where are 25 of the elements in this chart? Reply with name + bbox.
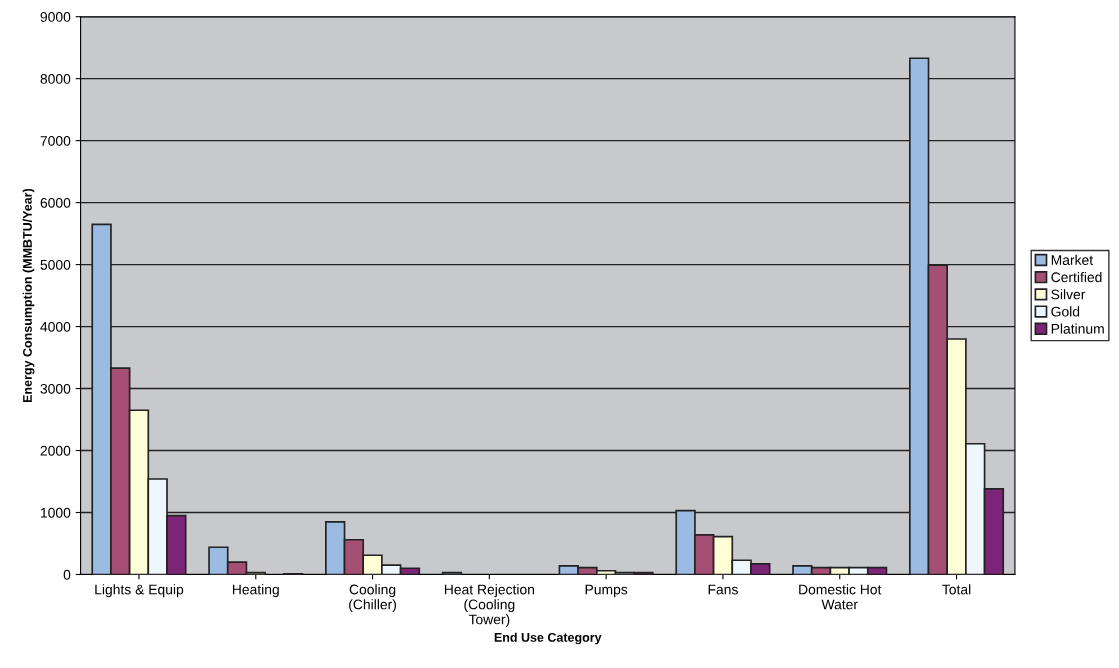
legend-label: Gold — [1051, 306, 1080, 317]
x-tick-label: Heat Rejection (Cooling Tower) — [444, 584, 534, 628]
legend-label: Platinum — [1051, 323, 1104, 334]
y-tick-label: 9000 — [40, 12, 71, 22]
y-tick-label: 4000 — [40, 321, 71, 332]
y-tick-label: 1000 — [41, 507, 71, 518]
y-tick-label: 7000 — [40, 135, 71, 146]
legend-label: Certified — [1051, 271, 1102, 283]
legend-label: Market — [1051, 254, 1094, 265]
legend-label: Silver — [1051, 289, 1086, 300]
x-tick-label: Fans — [708, 584, 738, 595]
y-tick-label: 8000 — [40, 74, 71, 84]
y-tick-label: 6000 — [40, 197, 71, 208]
x-tick-label: Domestic Hot Water — [799, 584, 882, 610]
x-tick-label: Total — [942, 584, 971, 595]
x-axis-title: End Use Category — [494, 632, 602, 645]
x-tick-label: Heating — [232, 584, 279, 598]
x-tick-label: Pumps — [585, 584, 628, 598]
y-tick-label: 0 — [63, 569, 71, 580]
y-tick-label: 5000 — [40, 259, 71, 270]
y-tick-label: 2000 — [40, 445, 71, 456]
y-tick-label: 3000 — [40, 383, 71, 394]
y-axis-title: Energy Consumption (MMBTU/Year) — [22, 188, 35, 403]
x-tick-label: Cooling (Chiller) — [349, 584, 396, 613]
x-tick-label: Lights & Equip — [95, 584, 184, 598]
